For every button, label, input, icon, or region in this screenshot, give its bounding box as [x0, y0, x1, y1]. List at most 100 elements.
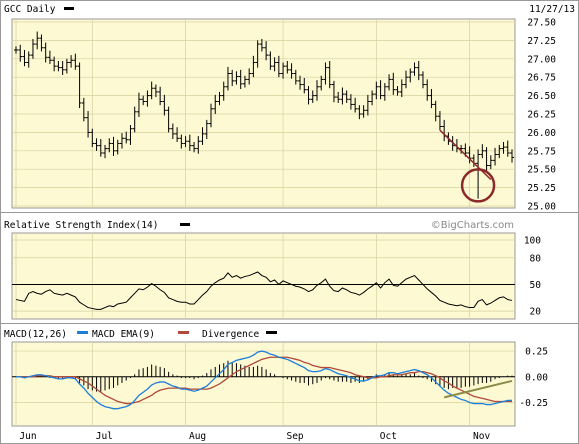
- price-tick-label: 25.50: [527, 165, 556, 176]
- rsi-tick-label: 50: [530, 280, 542, 291]
- macd-trend-line: [443, 379, 513, 399]
- price-bar: [501, 141, 506, 154]
- circle-annotation: [460, 168, 496, 203]
- price-bar: [234, 71, 239, 85]
- price-bar: [370, 90, 375, 106]
- macd-title: MACD(12,26): [4, 329, 67, 340]
- rsi-tick-label: 80: [530, 253, 542, 264]
- price-bar: [425, 79, 430, 101]
- rsi-title: Relative Strength Index(14): [4, 220, 158, 231]
- price-bar: [255, 40, 260, 68]
- price-bar: [285, 61, 290, 74]
- price-plot-area: [11, 18, 516, 209]
- price-bar: [90, 128, 95, 148]
- price-tick-label: 26.25: [527, 110, 556, 121]
- price-bar: [26, 51, 31, 68]
- price-bar: [22, 49, 27, 67]
- price-bar: [56, 61, 61, 72]
- price-tick-label: 26.75: [527, 73, 556, 84]
- divergence-histogram: [23, 360, 513, 392]
- price-bar: [179, 134, 184, 149]
- ema-legend-swatch: [178, 331, 189, 334]
- price-bar: [310, 90, 315, 103]
- price-bar: [52, 56, 57, 72]
- price-bar: [476, 149, 481, 169]
- price-bar: [81, 97, 86, 122]
- price-bar: [136, 92, 141, 117]
- price-tick-labels: 27.50 27.25 27.00 26.75 26.50 26.25 26.00 25.75…: [527, 18, 556, 213]
- price-bar: [505, 140, 510, 157]
- price-bar: [18, 44, 23, 62]
- rsi-tick-label: 20: [530, 307, 542, 318]
- price-bar: [276, 55, 281, 78]
- price-bar: [225, 66, 230, 91]
- price-bar: [107, 138, 112, 153]
- price-bar: [336, 91, 341, 103]
- price-bar: [119, 133, 124, 149]
- price-bar: [115, 139, 120, 155]
- price-bar: [230, 69, 235, 87]
- price-bar: [204, 119, 209, 140]
- price-bar: [158, 86, 163, 106]
- price-bar: [484, 147, 489, 171]
- price-bar: [192, 141, 197, 153]
- trend-line: [439, 129, 492, 181]
- price-bar: [73, 53, 78, 70]
- x-axis-label: Nov: [473, 431, 490, 442]
- divergence-legend-swatch: [266, 331, 277, 334]
- price-tick-label: 27.00: [527, 54, 556, 65]
- price-bar: [382, 83, 387, 101]
- price-bar: [175, 127, 180, 142]
- price-tick-label: 25.75: [527, 146, 556, 157]
- price-bar: [306, 86, 311, 105]
- macd-ema-legend: MACD EMA(9): [92, 329, 155, 340]
- price-bar: [145, 90, 150, 107]
- price-legend-swatch: [64, 7, 74, 10]
- price-bar: [298, 75, 303, 90]
- price-bar: [331, 80, 336, 103]
- price-bar: [344, 90, 349, 103]
- price-bar: [259, 38, 264, 52]
- price-bar: [395, 86, 400, 96]
- x-axis-label: Jun: [19, 431, 36, 442]
- price-bar: [30, 38, 35, 59]
- price-bar: [268, 51, 273, 70]
- price-bar: [399, 79, 404, 98]
- price-bar: [319, 75, 324, 91]
- price-bar: [153, 84, 158, 98]
- price-bar: [69, 55, 74, 68]
- macd-legend-swatch: [77, 331, 88, 334]
- price-bar: [437, 111, 442, 131]
- rsi-tick-labels: 100 80 50 20: [524, 236, 541, 318]
- price-bar: [183, 136, 188, 148]
- price-bar: [242, 75, 247, 88]
- price-bar: [247, 68, 252, 85]
- price-bar: [103, 144, 108, 159]
- price-bar: [187, 134, 192, 151]
- rsi-line: [15, 271, 513, 310]
- price-gridlines: [12, 19, 515, 208]
- price-panel: 27.50 27.25 27.00 26.75 26.50 26.25 26.00 25.75…: [0, 0, 579, 213]
- price-bar: [35, 31, 40, 50]
- divergence-legend: Divergence: [202, 329, 259, 340]
- price-bar: [209, 103, 214, 128]
- price-bar: [488, 155, 493, 170]
- chart-date: 11/27/13: [529, 4, 575, 15]
- price-bar: [387, 74, 392, 91]
- price-bar: [128, 125, 133, 145]
- price-bar: [39, 34, 44, 52]
- price-bar: [14, 46, 18, 54]
- price-bar: [111, 136, 116, 156]
- price-bar: [353, 97, 358, 113]
- price-title: GCC Daily: [4, 4, 56, 15]
- price-bar: [217, 91, 222, 106]
- x-axis-label: Sep: [286, 431, 303, 442]
- price-bar: [272, 57, 277, 72]
- price-tick-label: 25.00: [527, 202, 556, 213]
- macd-tick-label: 0.25: [525, 347, 548, 358]
- price-bar: [43, 42, 48, 63]
- price-tick-label: 26.00: [527, 128, 556, 139]
- price-bar: [340, 87, 345, 105]
- rsi-tick-label: 100: [524, 236, 541, 247]
